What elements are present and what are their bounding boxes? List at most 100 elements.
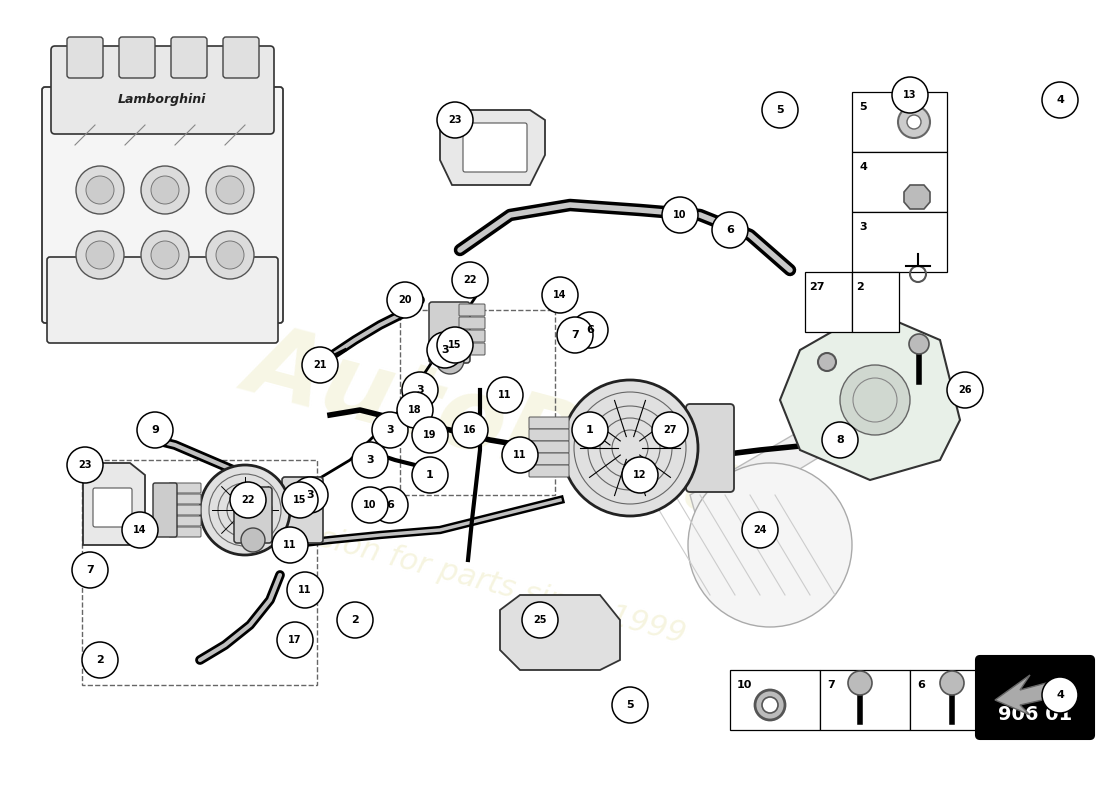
Text: 3: 3 — [416, 385, 424, 395]
Circle shape — [272, 527, 308, 563]
Circle shape — [437, 102, 473, 138]
Text: 5: 5 — [777, 105, 784, 115]
Text: 906 01: 906 01 — [998, 706, 1072, 725]
Circle shape — [436, 346, 464, 374]
FancyBboxPatch shape — [169, 505, 201, 515]
Text: 11: 11 — [514, 450, 527, 460]
Text: 2: 2 — [96, 655, 103, 665]
Circle shape — [742, 512, 778, 548]
Circle shape — [67, 447, 103, 483]
Circle shape — [562, 380, 698, 516]
Circle shape — [822, 422, 858, 458]
Text: 2: 2 — [856, 282, 864, 292]
Text: 6: 6 — [386, 500, 394, 510]
FancyBboxPatch shape — [169, 516, 201, 526]
Circle shape — [241, 528, 265, 552]
Text: 12: 12 — [634, 470, 647, 480]
Circle shape — [427, 332, 463, 368]
Circle shape — [940, 671, 964, 695]
Text: 24: 24 — [754, 525, 767, 535]
Circle shape — [818, 353, 836, 371]
FancyBboxPatch shape — [459, 304, 485, 316]
Text: 18: 18 — [408, 405, 421, 415]
Text: 27: 27 — [808, 282, 825, 292]
FancyBboxPatch shape — [529, 441, 569, 453]
Text: 4: 4 — [1056, 690, 1064, 700]
Text: 5: 5 — [859, 102, 867, 112]
Circle shape — [947, 372, 983, 408]
Text: 2: 2 — [351, 615, 359, 625]
Circle shape — [352, 442, 388, 478]
Circle shape — [216, 176, 244, 204]
Text: 13: 13 — [903, 90, 916, 100]
Circle shape — [437, 327, 473, 363]
Circle shape — [230, 482, 266, 518]
FancyBboxPatch shape — [94, 488, 132, 527]
Circle shape — [151, 176, 179, 204]
FancyBboxPatch shape — [47, 257, 278, 343]
Circle shape — [652, 412, 688, 448]
Circle shape — [151, 241, 179, 269]
Circle shape — [755, 690, 785, 720]
Circle shape — [712, 212, 748, 248]
Polygon shape — [440, 110, 544, 185]
Text: a passion for parts since 1999: a passion for parts since 1999 — [235, 502, 689, 650]
FancyBboxPatch shape — [686, 404, 734, 492]
Circle shape — [72, 552, 108, 588]
Circle shape — [76, 231, 124, 279]
Circle shape — [86, 176, 114, 204]
Text: 7: 7 — [571, 330, 579, 340]
FancyBboxPatch shape — [459, 330, 485, 342]
FancyBboxPatch shape — [852, 212, 947, 272]
Text: 10: 10 — [673, 210, 686, 220]
Circle shape — [397, 392, 433, 428]
Text: 17: 17 — [288, 635, 301, 645]
Circle shape — [86, 241, 114, 269]
Text: 4: 4 — [859, 162, 867, 172]
Circle shape — [200, 465, 290, 555]
FancyBboxPatch shape — [51, 46, 274, 134]
FancyBboxPatch shape — [223, 37, 258, 78]
Text: 1: 1 — [586, 425, 594, 435]
FancyBboxPatch shape — [169, 494, 201, 504]
FancyBboxPatch shape — [169, 483, 201, 493]
Circle shape — [621, 457, 658, 493]
Text: 14: 14 — [553, 290, 566, 300]
Circle shape — [277, 622, 313, 658]
FancyBboxPatch shape — [67, 37, 103, 78]
Circle shape — [612, 687, 648, 723]
Circle shape — [282, 482, 318, 518]
FancyBboxPatch shape — [529, 429, 569, 441]
Text: 19: 19 — [424, 430, 437, 440]
Circle shape — [762, 697, 778, 713]
Text: 7: 7 — [827, 680, 835, 690]
FancyBboxPatch shape — [820, 670, 910, 730]
Polygon shape — [690, 390, 880, 530]
FancyBboxPatch shape — [234, 487, 272, 543]
Text: 7: 7 — [86, 565, 94, 575]
Polygon shape — [780, 310, 960, 480]
Circle shape — [452, 262, 488, 298]
Circle shape — [572, 312, 608, 348]
Text: 10: 10 — [363, 500, 376, 510]
Circle shape — [892, 77, 928, 113]
Polygon shape — [904, 185, 930, 209]
Circle shape — [662, 197, 698, 233]
Circle shape — [302, 347, 338, 383]
Circle shape — [122, 512, 158, 548]
FancyBboxPatch shape — [910, 670, 1000, 730]
Text: 6: 6 — [917, 680, 925, 690]
Text: 15: 15 — [294, 495, 307, 505]
Circle shape — [848, 671, 872, 695]
FancyBboxPatch shape — [529, 417, 569, 429]
Text: 14: 14 — [133, 525, 146, 535]
Text: 3: 3 — [306, 490, 313, 500]
Text: 23: 23 — [449, 115, 462, 125]
Circle shape — [898, 106, 929, 138]
Text: 22: 22 — [241, 495, 255, 505]
Polygon shape — [500, 595, 620, 670]
Circle shape — [372, 487, 408, 523]
Circle shape — [840, 365, 910, 435]
Circle shape — [557, 317, 593, 353]
FancyBboxPatch shape — [805, 272, 852, 332]
